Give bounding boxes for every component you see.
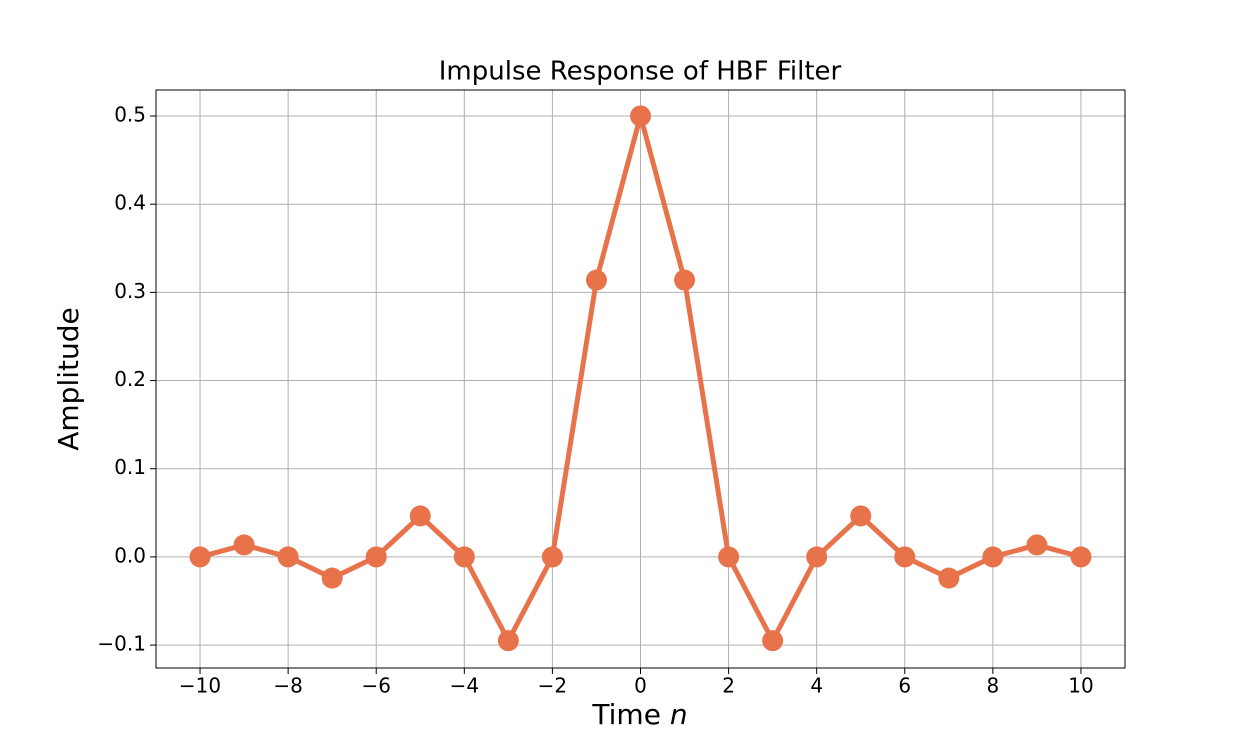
- x-tick-label: 4: [810, 674, 823, 698]
- x-label-text: Time: [591, 698, 661, 731]
- x-tick-label: 10: [1068, 674, 1093, 698]
- data-point: [277, 546, 299, 568]
- x-tick-label: −4: [450, 674, 479, 698]
- data-point: [585, 269, 607, 291]
- y-tick-label: 0.3: [114, 279, 146, 303]
- y-tick-label: −0.1: [97, 632, 146, 656]
- data-point: [365, 546, 387, 568]
- y-tick-label: 0.5: [114, 103, 146, 127]
- data-point: [806, 546, 828, 568]
- data-point: [453, 546, 475, 568]
- data-point: [409, 505, 431, 527]
- data-point: [674, 269, 696, 291]
- y-tick-label: 0.0: [114, 543, 146, 567]
- data-point: [321, 567, 343, 589]
- data-point: [850, 505, 872, 527]
- data-point: [894, 546, 916, 568]
- chart-title: Impulse Response of HBF Filter: [439, 57, 842, 87]
- x-tick-label: −10: [179, 674, 221, 698]
- data-point: [718, 546, 740, 568]
- data-point: [497, 630, 519, 652]
- y-tick-label: 0.1: [114, 455, 146, 479]
- data-point: [1070, 546, 1092, 568]
- x-axis-label: Time n: [591, 698, 687, 731]
- data-point: [541, 546, 563, 568]
- data-point: [233, 534, 255, 556]
- data-point: [630, 105, 651, 127]
- data-point: [189, 546, 211, 568]
- data-point: [982, 546, 1004, 568]
- data-point: [938, 567, 960, 589]
- plot-frame: [155, 89, 1126, 669]
- data-point: [762, 630, 784, 652]
- x-tick-label: −8: [273, 674, 302, 698]
- x-tick-label: 6: [898, 674, 911, 698]
- y-axis-label: Amplitude: [52, 307, 85, 451]
- x-tick-label: −6: [361, 674, 390, 698]
- x-tick-label: 2: [722, 674, 735, 698]
- x-tick-label: 8: [986, 674, 999, 698]
- x-tick-label: −2: [538, 674, 567, 698]
- x-label-var: n: [670, 698, 688, 731]
- x-tick-label: 0: [634, 674, 647, 698]
- data-point: [1026, 534, 1048, 556]
- y-tick-label: 0.2: [114, 367, 146, 391]
- y-tick-label: 0.4: [114, 191, 146, 215]
